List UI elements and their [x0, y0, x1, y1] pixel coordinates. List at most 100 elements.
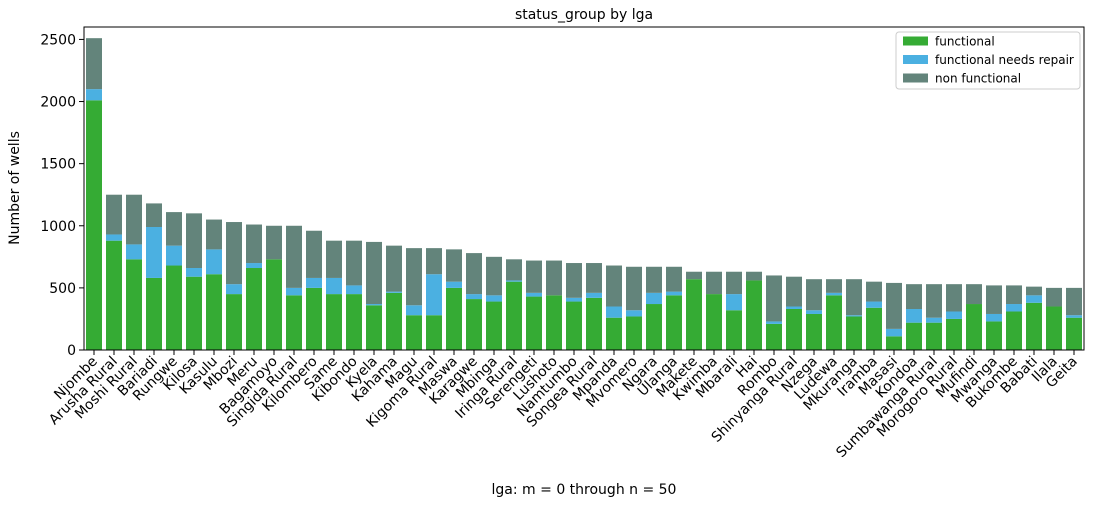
bar-kyela-non-functional — [366, 241, 382, 305]
bar-sumbawanga-rural-functional-needs-repair — [926, 317, 942, 323]
bar-mpanda-functional — [606, 317, 622, 350]
bar-kahama-functional — [386, 292, 402, 350]
bar-bagamoyo-functional — [266, 259, 282, 350]
bar-rungwe-functional — [166, 265, 182, 350]
bar-ulanga-non-functional — [666, 266, 682, 292]
bar-kibondo-functional — [346, 294, 362, 350]
bar-arusha-rural-functional — [106, 240, 122, 350]
bar-moshi-rural-functional-needs-repair — [126, 244, 142, 260]
bar-ludewa-non-functional — [826, 279, 842, 293]
bar-bukombe-non-functional — [1006, 285, 1022, 305]
bar-kilosa-non-functional — [186, 213, 202, 269]
plot-frame — [83, 26, 1085, 351]
bar-magu-functional-needs-repair — [406, 305, 422, 316]
bar-maswa-functional — [446, 287, 462, 350]
bar-kigoma-rural-functional-needs-repair — [426, 274, 442, 316]
bar-hai-non-functional — [746, 271, 762, 281]
bar-rombo-non-functional — [766, 275, 782, 322]
bar-singida-rural-non-functional — [286, 225, 302, 288]
bar-singida-rural-functional-needs-repair — [286, 287, 302, 296]
bar-masasi-functional-needs-repair — [886, 328, 902, 337]
bar-iringa-rural-functional-needs-repair — [506, 280, 522, 282]
bar-kwimba-functional — [706, 294, 722, 350]
bar-arusha-rural-functional-needs-repair — [106, 234, 122, 241]
bar-moshi-rural-functional — [126, 259, 142, 350]
bar-mkuranga-functional — [846, 316, 862, 350]
bar-shinyanga-rural-non-functional — [786, 276, 802, 307]
bar-mpanda-functional-needs-repair — [606, 306, 622, 318]
legend-swatch-non-functional — [903, 73, 928, 83]
bar-karagwe-functional — [466, 299, 482, 350]
bar-ilala-non-functional — [1046, 287, 1062, 307]
bar-kahama-functional-needs-repair — [386, 291, 402, 293]
bar-iramba-functional — [866, 307, 882, 350]
bar-ngara-non-functional — [646, 266, 662, 293]
bar-bukombe-functional-needs-repair — [1006, 304, 1022, 312]
legend-swatch-functional — [903, 36, 928, 46]
bar-kwimba-non-functional — [706, 271, 722, 295]
bar-karagwe-functional-needs-repair — [466, 294, 482, 300]
bar-mbarali-functional — [726, 310, 742, 350]
legend-label-functional-needs-repair: functional needs repair — [935, 53, 1074, 67]
y-tick-label: 2500 — [40, 32, 76, 48]
bar-kyela-functional-needs-repair — [366, 304, 382, 306]
bar-kahama-non-functional — [386, 245, 402, 292]
bar-morogoro-rural-non-functional — [946, 284, 962, 312]
bar-bariadi-functional-needs-repair — [146, 227, 162, 278]
bar-mbinga-functional-needs-repair — [486, 295, 502, 302]
bar-kibondo-non-functional — [346, 240, 362, 286]
bar-mbozi-functional-needs-repair — [226, 284, 242, 295]
bar-maswa-functional-needs-repair — [446, 281, 462, 288]
bar-njombe-functional-needs-repair — [86, 89, 102, 101]
bar-kilosa-functional — [186, 276, 202, 350]
bar-shinyanga-rural-functional — [786, 309, 802, 350]
bar-sumbawanga-rural-functional — [926, 322, 942, 350]
bar-ngara-functional — [646, 304, 662, 350]
bar-kilombero-non-functional — [306, 230, 322, 278]
bar-mkuranga-functional-needs-repair — [846, 315, 862, 317]
bar-ulanga-functional — [666, 295, 682, 350]
bar-same-functional-needs-repair — [326, 277, 342, 295]
bar-serengeti-functional — [526, 296, 542, 350]
bar-kasulu-non-functional — [206, 219, 222, 250]
bar-hai-functional — [746, 280, 762, 350]
bar-same-functional — [326, 294, 342, 350]
bar-geita-non-functional — [1066, 287, 1082, 316]
y-tick-label: 2000 — [40, 95, 76, 111]
bar-lushoto-non-functional — [546, 260, 562, 296]
bar-mwanga-functional — [986, 321, 1002, 350]
bar-mpanda-non-functional — [606, 265, 622, 307]
bar-magu-non-functional — [406, 248, 422, 306]
legend-box — [895, 31, 1081, 90]
bar-iramba-functional-needs-repair — [866, 301, 882, 308]
legend-label-functional: functional — [935, 35, 995, 49]
bar-kyela-functional — [366, 305, 382, 350]
bar-serengeti-non-functional — [526, 260, 542, 293]
bar-namtumbo-functional — [566, 301, 582, 350]
bar-maswa-non-functional — [446, 249, 462, 282]
bar-kondoa-functional-needs-repair — [906, 309, 922, 323]
bar-bagamoyo-non-functional — [266, 225, 282, 260]
bar-kilombero-functional — [306, 287, 322, 350]
bars-group — [86, 38, 1082, 350]
bar-iringa-rural-non-functional — [506, 259, 522, 281]
bar-masasi-non-functional — [886, 282, 902, 329]
bar-morogoro-rural-functional-needs-repair — [946, 311, 962, 319]
bar-mbozi-non-functional — [226, 222, 242, 285]
y-tick-label: 1500 — [40, 157, 76, 173]
bar-ulanga-functional-needs-repair — [666, 291, 682, 296]
bar-mvomero-functional — [626, 316, 642, 350]
bar-ludewa-functional-needs-repair — [826, 292, 842, 296]
y-tick-label: 500 — [49, 281, 76, 297]
bar-kibondo-functional-needs-repair — [346, 285, 362, 295]
bar-rungwe-non-functional — [166, 212, 182, 246]
bar-mwanga-non-functional — [986, 285, 1002, 314]
chart-title: status_group by lga — [515, 7, 653, 23]
bar-kondoa-non-functional — [906, 284, 922, 310]
bar-kilombero-functional-needs-repair — [306, 277, 322, 288]
bar-nzega-functional-needs-repair — [806, 310, 822, 314]
bar-magu-functional — [406, 315, 422, 350]
bar-rombo-functional — [766, 323, 782, 350]
bar-ngara-functional-needs-repair — [646, 292, 662, 305]
